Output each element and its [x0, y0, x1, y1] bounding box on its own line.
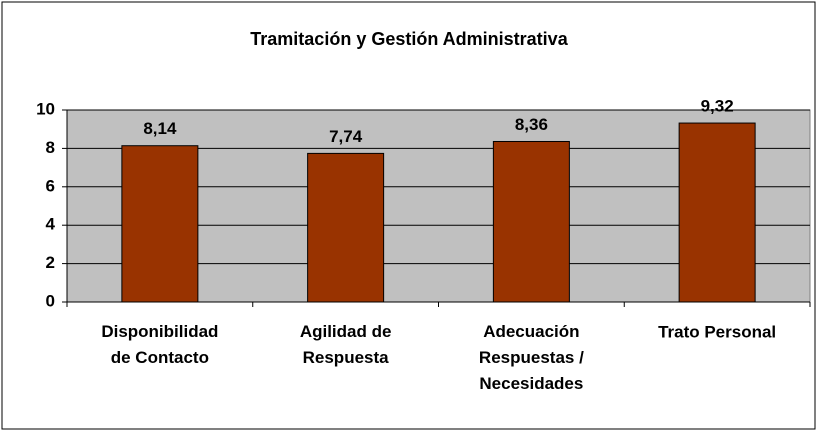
bar — [492, 140, 570, 303]
value-label: 8,14 — [143, 119, 177, 138]
x-tick-label: Trato Personal — [658, 322, 776, 341]
x-tick-label: Agilidad de Respuesta — [300, 322, 392, 367]
y-tick-label: 2 — [46, 253, 55, 272]
y-tick-label: 4 — [46, 215, 56, 234]
y-tick-label: 10 — [36, 99, 55, 118]
value-label: 9,32 — [701, 97, 734, 116]
bar — [307, 152, 385, 303]
y-tick-label: 8 — [46, 138, 55, 157]
bar — [678, 122, 756, 303]
value-label: 8,36 — [515, 115, 548, 134]
x-tick-label: Adecuación Respuestas / Necesidades — [479, 322, 584, 393]
y-tick-label: 6 — [46, 176, 55, 195]
y-tick-label: 0 — [46, 291, 55, 310]
x-tick-label: Disponibilidad de Contacto — [101, 322, 218, 367]
chart-title: Tramitación y Gestión Administrativa — [250, 29, 568, 49]
value-label: 7,74 — [329, 127, 363, 146]
bar — [121, 145, 199, 303]
